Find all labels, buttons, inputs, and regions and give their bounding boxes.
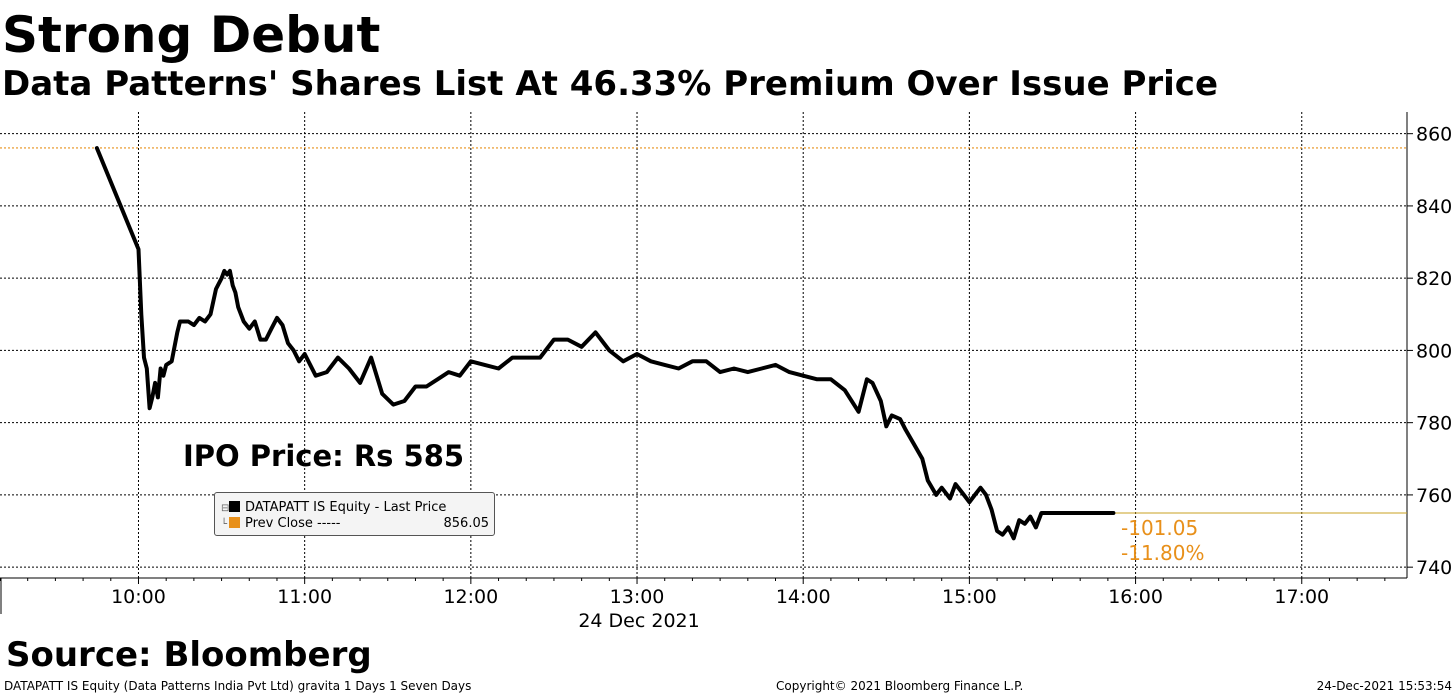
change-percent-label: -11.80% — [1121, 541, 1205, 565]
y-tick-label: 760 — [1416, 485, 1452, 507]
x-tick-label: 13:00 — [610, 586, 665, 608]
source-label: Source: Bloomberg — [6, 635, 372, 675]
x-tick-label: 11:00 — [277, 586, 332, 608]
y-tick-label: 780 — [1416, 413, 1452, 435]
change-absolute-label: -101.05 — [1121, 516, 1199, 540]
y-tick-label: 800 — [1416, 340, 1452, 362]
x-tick-label: 16:00 — [1108, 586, 1163, 608]
legend-label-prev-close: Prev Close ----- — [245, 516, 341, 531]
legend-item-prev-close: └ Prev Close ----- 856.05 — [221, 516, 489, 532]
y-tick-label: 840 — [1416, 196, 1452, 218]
grid — [0, 112, 1407, 578]
tick-labels: 740 760 780 800 820 840 860 10:00 11:00 12:00 13:0… — [111, 124, 1452, 632]
y-tick-label: 740 — [1416, 557, 1452, 579]
footer-timestamp: 24-Dec-2021 15:53:54 — [1316, 679, 1452, 693]
x-date-label: 24 Dec 2021 — [578, 610, 699, 632]
axes — [0, 112, 1413, 614]
last-price-swatch — [229, 501, 240, 512]
footer-security-description: DATAPATT IS Equity (Data Patterns India … — [4, 679, 472, 693]
series — [0, 146, 1407, 541]
tree-branch-icon: └ — [221, 519, 228, 530]
chart-legend: ⊟ DATAPATT IS Equity - Last Price └ Prev C… — [214, 492, 495, 536]
ipo-price-annotation: IPO Price: Rs 585 — [183, 439, 465, 473]
footer-copyright: Copyright© 2021 Bloomberg Finance L.P. — [776, 679, 1024, 693]
chart-subtitle: Data Patterns' Shares List At 46.33% Pre… — [2, 64, 1219, 104]
legend-value-prev-close: 856.05 — [443, 516, 490, 531]
x-tick-label: 12:00 — [443, 586, 498, 608]
x-tick-label: 17:00 — [1274, 586, 1329, 608]
legend-item-last-price: ⊟ DATAPATT IS Equity - Last Price — [221, 500, 446, 516]
chart-title: Strong Debut — [2, 6, 381, 64]
x-tick-label: 14:00 — [776, 586, 831, 608]
x-tick-label: 10:00 — [111, 586, 166, 608]
x-tick-label: 15:00 — [942, 586, 997, 608]
legend-label-last-price: DATAPATT IS Equity - Last Price — [245, 500, 447, 515]
prev-close-swatch — [229, 517, 240, 528]
y-tick-label: 860 — [1416, 124, 1452, 146]
y-tick-label: 820 — [1416, 268, 1452, 290]
price-series-line — [94, 146, 1116, 541]
tree-minus-icon: ⊟ — [221, 503, 230, 514]
